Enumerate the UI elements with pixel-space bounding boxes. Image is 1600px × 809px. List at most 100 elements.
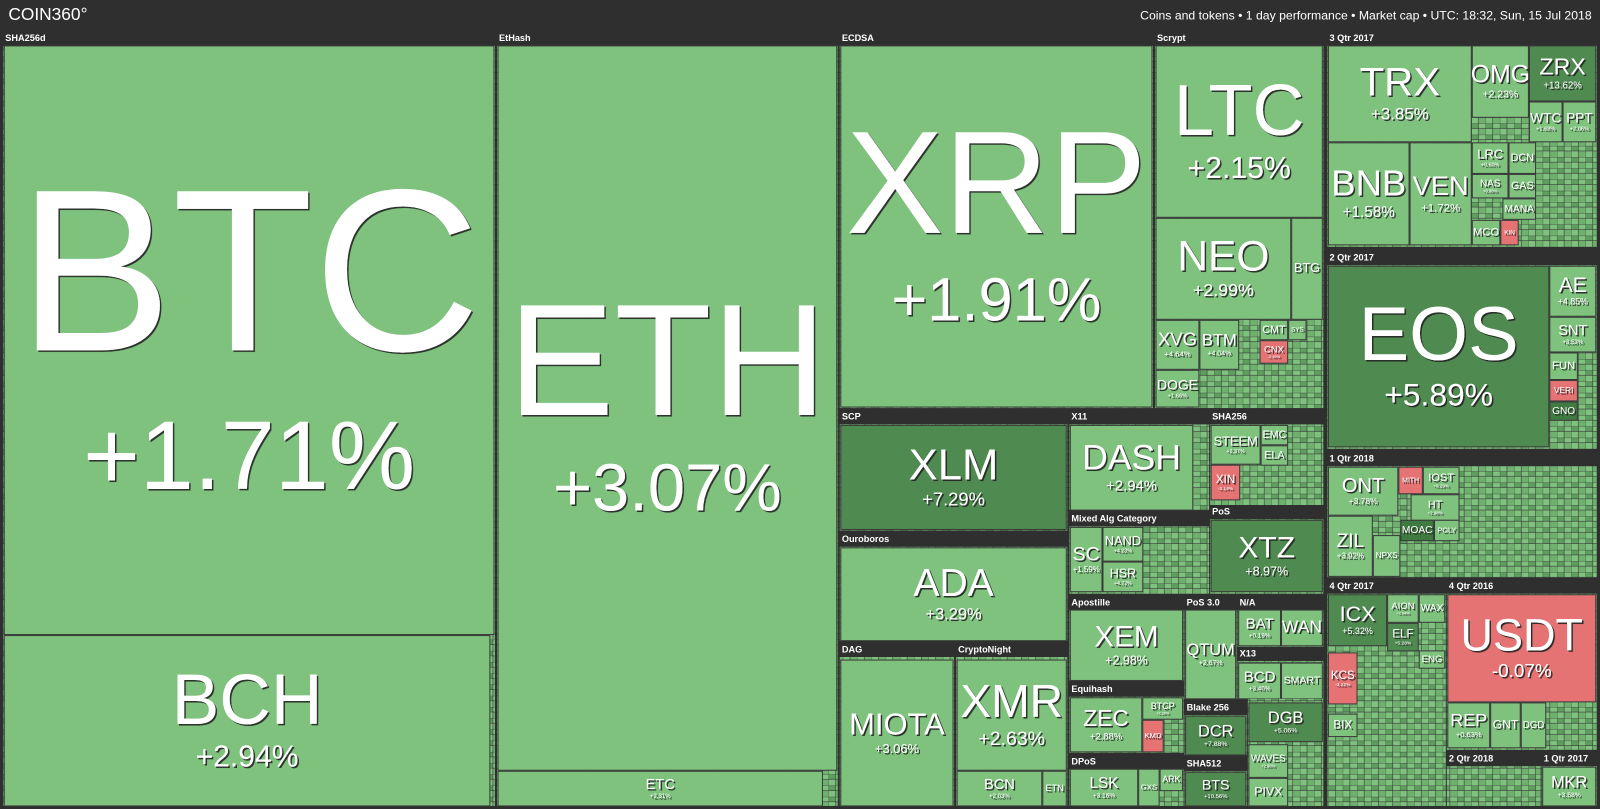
coin-tile[interactable] — [1471, 173, 1509, 199]
coin-tile[interactable] — [1138, 768, 1160, 807]
coin-tile[interactable] — [1185, 609, 1237, 700]
coin-tile[interactable] — [1410, 494, 1460, 521]
logo[interactable]: COIN360° — [8, 4, 87, 24]
coin-tile[interactable] — [1327, 142, 1410, 246]
coin-tile[interactable] — [1327, 466, 1399, 516]
coin-tile[interactable] — [3, 635, 491, 807]
coin-symbol: BTCP — [1151, 701, 1175, 711]
coin-symbol: MKR — [1551, 773, 1587, 791]
coin-change: +2.63% — [978, 728, 1045, 750]
coin-tile[interactable] — [1260, 445, 1289, 466]
coin-tile[interactable] — [840, 424, 1067, 530]
coin-tile[interactable] — [1069, 424, 1194, 511]
coin-tile[interactable] — [1471, 219, 1501, 246]
coin-tile[interactable] — [1327, 45, 1472, 143]
coin-tile[interactable] — [1327, 594, 1388, 647]
coin-change: -0.07% — [1492, 660, 1552, 681]
coin-tile[interactable] — [1418, 650, 1446, 669]
coin-tile[interactable] — [1327, 652, 1358, 705]
coin-tile[interactable] — [1199, 319, 1240, 370]
coin-tile[interactable] — [1549, 380, 1578, 402]
coin-tile[interactable] — [1549, 265, 1597, 317]
group-label: PoS 3.0 — [1187, 597, 1220, 607]
coin-tile[interactable] — [1210, 464, 1241, 501]
coin-tile[interactable] — [1155, 369, 1200, 408]
coin-symbol: KMD — [1144, 731, 1162, 740]
coin-tile[interactable] — [1159, 768, 1184, 792]
coin-tile[interactable] — [497, 45, 838, 771]
coin-tile[interactable] — [1508, 142, 1537, 174]
coin-tile[interactable] — [3, 45, 495, 636]
coin-tile[interactable] — [956, 770, 1043, 807]
coin-tile[interactable] — [1069, 526, 1103, 593]
coin-symbol: ADA — [913, 562, 993, 605]
coin-change: +0.63% — [1456, 730, 1482, 739]
coin-tile[interactable] — [1528, 101, 1563, 143]
coin-tile[interactable] — [1248, 777, 1289, 807]
coin-tile[interactable] — [1400, 519, 1435, 542]
coin-tile[interactable] — [1502, 198, 1537, 220]
coin-tile[interactable] — [1185, 771, 1247, 807]
coin-tile[interactable] — [1549, 316, 1597, 353]
coin-tile[interactable] — [1069, 768, 1139, 807]
coin-tile[interactable] — [1542, 766, 1597, 807]
coin-tile[interactable] — [1259, 340, 1289, 364]
coin-tile[interactable] — [1500, 219, 1519, 246]
coin-tile[interactable] — [1248, 744, 1289, 778]
coin-tile[interactable] — [1155, 217, 1292, 320]
coin-tile[interactable] — [1327, 515, 1373, 577]
coin-tile[interactable] — [1042, 770, 1067, 807]
coin-symbol: NAND — [1105, 533, 1141, 548]
coin-tile[interactable] — [1288, 319, 1307, 341]
coin-tile[interactable] — [497, 770, 823, 807]
coin-tile[interactable] — [1281, 662, 1323, 700]
coin-symbol: NPXS — [1376, 551, 1398, 560]
coin-tile[interactable] — [1102, 561, 1144, 593]
coin-tile[interactable] — [1528, 45, 1597, 102]
coin-tile[interactable] — [1102, 526, 1144, 562]
coin-tile[interactable] — [1069, 697, 1143, 753]
coin-tile[interactable] — [1409, 142, 1472, 246]
coin-tile[interactable] — [1434, 519, 1460, 542]
coin-tile[interactable] — [1142, 697, 1184, 720]
coin-tile[interactable] — [1069, 609, 1184, 681]
coin-tile[interactable] — [1387, 594, 1419, 623]
coin-tile[interactable] — [1418, 594, 1446, 623]
coin-tile[interactable] — [1155, 319, 1200, 370]
coin-tile[interactable] — [1291, 217, 1323, 320]
coin-tile[interactable] — [1508, 173, 1537, 199]
coin-tile[interactable] — [1259, 319, 1289, 341]
coin-tile[interactable] — [1562, 101, 1597, 143]
coin-tile[interactable] — [840, 45, 1153, 408]
coin-tile[interactable] — [840, 547, 1067, 642]
coin-tile[interactable] — [1520, 702, 1547, 749]
coin-tile[interactable] — [1238, 609, 1282, 647]
coin-tile[interactable] — [1447, 594, 1597, 703]
coin-tile[interactable] — [1387, 622, 1419, 652]
coin-tile[interactable] — [1142, 719, 1164, 753]
coin-tile[interactable] — [1248, 702, 1323, 743]
coin-tile[interactable] — [1210, 519, 1323, 593]
coin-tile[interactable] — [1327, 265, 1550, 448]
coin-tile[interactable] — [1260, 424, 1289, 446]
coin-tile[interactable] — [1210, 424, 1261, 465]
coin-tile[interactable] — [1281, 609, 1323, 647]
coin-tile[interactable] — [956, 659, 1067, 771]
coin-tile[interactable] — [1447, 702, 1491, 749]
coin-tile[interactable] — [1471, 142, 1509, 174]
coin-tile[interactable] — [1238, 662, 1282, 700]
coin-tile[interactable] — [1471, 45, 1529, 118]
coin-tile[interactable] — [1398, 466, 1423, 495]
coin-symbol: EMC — [1262, 429, 1286, 441]
coin-tile[interactable] — [1422, 466, 1460, 495]
coin-tile[interactable] — [1155, 45, 1323, 218]
coin-tile[interactable] — [1327, 713, 1358, 738]
coin-tile[interactable] — [840, 659, 954, 807]
coin-tile[interactable] — [1490, 702, 1521, 749]
coin-tile[interactable] — [1549, 401, 1578, 421]
coin-change: +0.19% — [1249, 633, 1271, 640]
coin-tile[interactable] — [1372, 535, 1401, 577]
coin-tile[interactable] — [1549, 352, 1578, 381]
coin-tile[interactable] — [1185, 715, 1247, 756]
group-label: 2 Qtr 2018 — [1449, 753, 1493, 763]
